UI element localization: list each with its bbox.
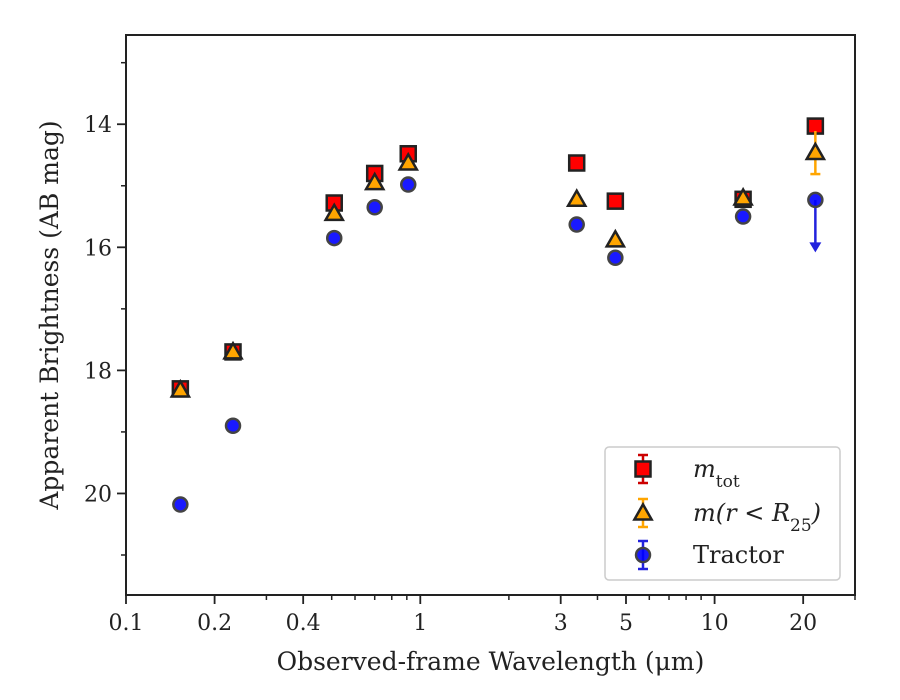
x-tick-label: 5 bbox=[619, 611, 633, 636]
series-triangle bbox=[169, 131, 827, 398]
x-tick-label: 1 bbox=[413, 611, 427, 636]
x-tick-label: 0.4 bbox=[286, 611, 321, 636]
data-point bbox=[606, 192, 625, 210]
data-point bbox=[734, 208, 752, 225]
data-point bbox=[366, 199, 383, 216]
plot-frame bbox=[125, 34, 856, 596]
data-point bbox=[172, 496, 189, 513]
x-tick-label: 0.2 bbox=[197, 611, 232, 636]
data-point bbox=[607, 249, 624, 267]
plot-area bbox=[169, 117, 827, 513]
series-square bbox=[171, 117, 825, 398]
y-axis: 14 16 18 20 bbox=[84, 61, 126, 556]
legend-marker-triangle bbox=[632, 501, 654, 521]
data-point bbox=[399, 176, 417, 193]
legend-label: Tractor bbox=[693, 541, 784, 569]
x-tick-label: 3 bbox=[554, 611, 568, 636]
upper-limit-arrow bbox=[809, 242, 822, 253]
y-tick-label: 20 bbox=[84, 482, 112, 507]
x-axis: 0.1 0.2 0.4 1 3 5 10 20 bbox=[109, 595, 856, 636]
y-tick-label: 14 bbox=[84, 113, 112, 138]
data-point bbox=[567, 154, 586, 172]
legend-box bbox=[604, 446, 841, 581]
data-point bbox=[807, 191, 824, 209]
data-point bbox=[565, 188, 588, 208]
legend: mtot m(r < R25) Tractor bbox=[604, 446, 841, 581]
legend-label: mtot bbox=[693, 455, 740, 492]
legend-marker-circle bbox=[634, 546, 652, 564]
x-tick-label: 0.1 bbox=[109, 611, 144, 636]
x-axis-label: Observed-frame Wavelength (μm) bbox=[277, 647, 705, 676]
y-tick-label: 16 bbox=[84, 236, 112, 261]
x-tick-label: 10 bbox=[701, 611, 729, 636]
data-point bbox=[397, 151, 420, 171]
data-point bbox=[169, 378, 192, 398]
data-point bbox=[604, 228, 627, 248]
legend-label: m(r < R25) bbox=[693, 499, 821, 536]
data-point bbox=[804, 141, 827, 161]
data-point bbox=[224, 417, 242, 435]
data-point bbox=[568, 216, 585, 233]
data-point bbox=[363, 171, 386, 191]
data-point bbox=[325, 229, 343, 247]
series-circle bbox=[172, 176, 824, 513]
y-tick-label: 18 bbox=[84, 359, 112, 384]
data-point bbox=[323, 202, 346, 222]
x-tick-label: 20 bbox=[789, 611, 817, 636]
y-axis-label: Apparent Brightness (AB mag) bbox=[35, 120, 64, 510]
data-point bbox=[222, 340, 244, 360]
legend-marker-square bbox=[634, 460, 652, 478]
data-point bbox=[732, 186, 754, 206]
